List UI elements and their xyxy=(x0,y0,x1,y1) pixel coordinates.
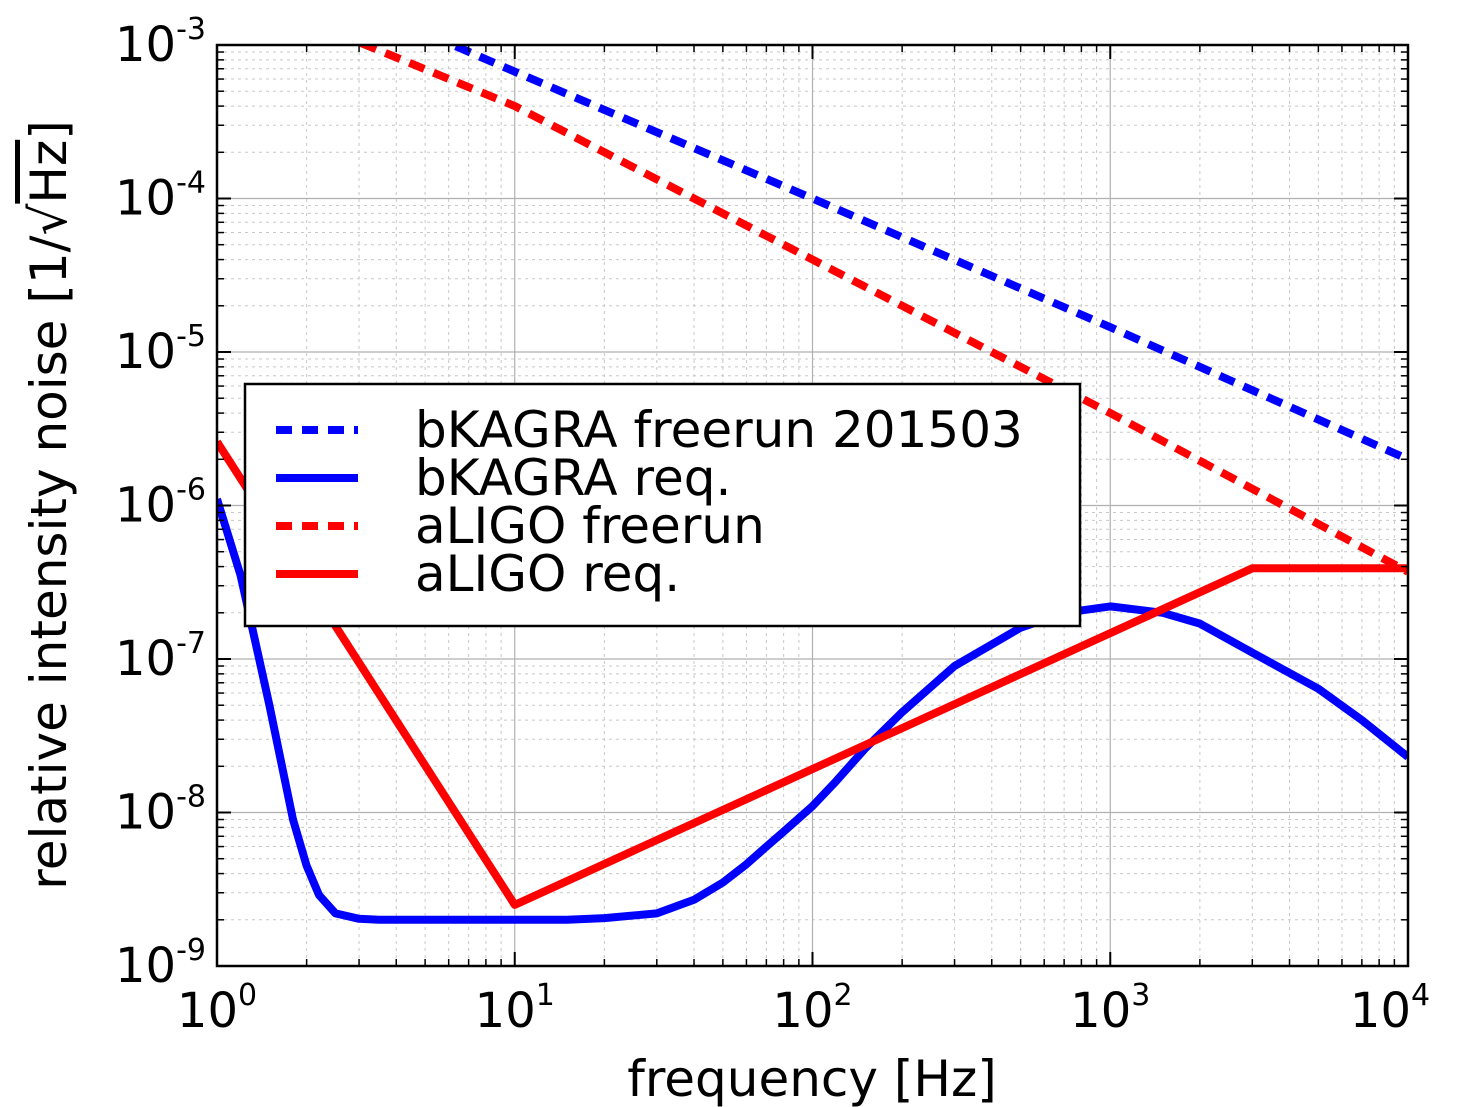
y-tick-label: 10-6 xyxy=(115,473,206,534)
y-tick-base: 10 xyxy=(115,478,176,534)
y-axis-label-prefix: relative intensity noise [1/ xyxy=(20,235,78,889)
x-tick-label: 100 xyxy=(177,978,257,1039)
x-tick-base: 10 xyxy=(475,983,536,1039)
y-tick-exponent: -8 xyxy=(176,780,206,815)
y-axis-label-radicand: Hz xyxy=(20,140,78,204)
x-tick-base: 10 xyxy=(1350,983,1411,1039)
legend-label-bkagra-freerun: bKAGRA freerun 201503 xyxy=(415,401,1023,459)
series-line-2 xyxy=(217,497,1408,924)
y-tick-base: 10 xyxy=(115,171,176,227)
series-line-4 xyxy=(217,439,1408,909)
x-tick-label: 102 xyxy=(772,978,852,1039)
legend-label-bkagra-req: bKAGRA req. xyxy=(415,449,731,507)
y-axis-label: relative intensity noise [1/√Hz] xyxy=(20,120,78,889)
y-axis-label-suffix: ] xyxy=(20,120,78,140)
y-tick-labels: 10-910-810-710-610-510-410-3 xyxy=(115,12,206,994)
y-tick-exponent: -6 xyxy=(176,473,206,508)
tick-marks xyxy=(216,45,1408,967)
y-tick-exponent: -4 xyxy=(176,166,206,201)
x-tick-exponent: 3 xyxy=(1131,978,1150,1013)
x-tick-exponent: 4 xyxy=(1411,978,1430,1013)
y-tick-label: 10-4 xyxy=(115,166,206,227)
legend: bKAGRA freerun 201503 bKAGRA req. aLIGO … xyxy=(243,382,1082,628)
x-tick-labels: 100 101 102 103 104 xyxy=(177,978,1430,1039)
y-tick-base: 10 xyxy=(115,17,176,73)
x-tick-exponent: 1 xyxy=(536,978,555,1013)
series-line-3 xyxy=(355,45,1408,576)
y-tick-base: 10 xyxy=(115,938,176,994)
y-axis-label-radical: √ xyxy=(20,204,78,236)
x-tick-label: 104 xyxy=(1350,978,1430,1039)
y-tick-exponent: -9 xyxy=(176,933,206,968)
x-axis-label: frequency [Hz] xyxy=(627,1050,997,1107)
x-tick-label: 101 xyxy=(475,978,555,1039)
y-tick-label: 10-8 xyxy=(115,780,206,841)
x-tick-base: 10 xyxy=(772,983,833,1039)
y-tick-base: 10 xyxy=(115,785,176,841)
y-tick-label: 10-5 xyxy=(115,319,206,380)
x-tick-base: 10 xyxy=(1070,983,1131,1039)
x-tick-exponent: 2 xyxy=(833,978,852,1013)
y-tick-label: 10-7 xyxy=(115,626,206,687)
series-layer xyxy=(217,45,1408,924)
legend-label-aligo-freerun: aLIGO freerun xyxy=(415,497,765,555)
legend-box xyxy=(243,382,1082,628)
y-tick-exponent: -7 xyxy=(176,626,206,661)
y-tick-exponent: -5 xyxy=(176,319,206,354)
x-tick-label: 103 xyxy=(1070,978,1150,1039)
y-tick-base: 10 xyxy=(115,631,176,687)
y-tick-exponent: -3 xyxy=(176,12,206,47)
y-tick-label: 10-9 xyxy=(115,933,206,994)
series-line-1 xyxy=(442,45,1408,463)
x-tick-base: 10 xyxy=(177,983,238,1039)
x-tick-exponent: 0 xyxy=(238,978,257,1013)
y-tick-base: 10 xyxy=(115,324,176,380)
y-tick-label: 10-3 xyxy=(115,12,206,73)
legend-label-aligo-req: aLIGO req. xyxy=(415,545,680,603)
